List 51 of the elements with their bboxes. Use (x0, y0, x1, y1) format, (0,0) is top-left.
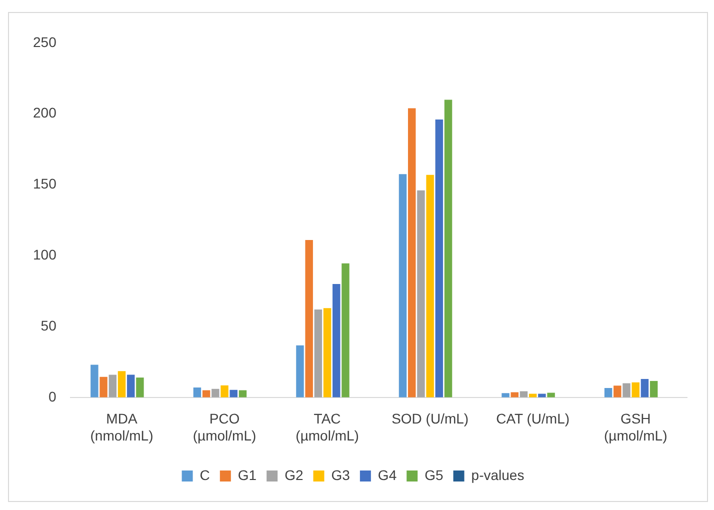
legend-label: G1 (238, 466, 257, 483)
y-tick-label: 250 (33, 34, 57, 50)
bar (417, 190, 425, 398)
bar (108, 374, 117, 398)
bar (212, 388, 220, 398)
bar (614, 386, 622, 398)
bar (90, 364, 98, 398)
bar (538, 394, 546, 398)
bar (118, 371, 126, 398)
x-tick-label: PCO (µmol/mL) (192, 410, 256, 444)
bar (100, 376, 108, 398)
bar (547, 392, 555, 398)
bar (650, 380, 658, 398)
bar (342, 263, 350, 398)
bar (323, 308, 332, 398)
bar (136, 378, 144, 398)
bar (296, 345, 304, 398)
bar (604, 388, 612, 398)
y-tick-label: 150 (33, 176, 57, 192)
x-tick-label: CAT (U/mL) (496, 410, 570, 427)
legend-label: G2 (284, 466, 304, 483)
bar (398, 174, 407, 398)
bar (640, 378, 649, 398)
legend-label: p-values (471, 466, 524, 483)
legend-label: G5 (424, 466, 444, 483)
bar (622, 383, 630, 398)
bar (444, 100, 452, 398)
bar (230, 390, 238, 398)
bar (528, 394, 537, 398)
legend-label: G4 (378, 466, 397, 483)
bar (502, 393, 510, 398)
x-tick-label: SOD (U/mL) (392, 410, 469, 427)
x-tick-label: MDA (nmol/mL) (90, 410, 154, 444)
y-tick-label: 200 (33, 104, 57, 121)
bar (126, 374, 135, 398)
y-tick-label: 100 (33, 246, 57, 262)
bar (332, 284, 340, 398)
x-tick-label: TAC (µmol/mL) (296, 410, 359, 444)
bar (193, 387, 202, 398)
bar (314, 310, 322, 398)
bar (305, 240, 313, 398)
x-tick-label: GSH (µmol/mL) (604, 410, 668, 444)
bar (220, 385, 228, 398)
y-tick-label: 0 (48, 388, 57, 404)
bar (426, 174, 434, 398)
legend-label: G3 (331, 466, 350, 483)
bar (632, 382, 640, 398)
bar (408, 108, 416, 398)
y-tick-label: 50 (40, 317, 57, 334)
bar (435, 120, 444, 398)
legend-label: C (200, 466, 210, 483)
